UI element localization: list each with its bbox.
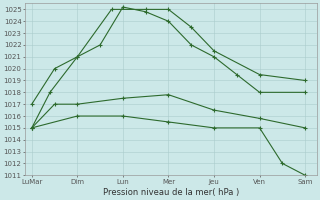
X-axis label: Pression niveau de la mer( hPa ): Pression niveau de la mer( hPa ) bbox=[103, 188, 239, 197]
